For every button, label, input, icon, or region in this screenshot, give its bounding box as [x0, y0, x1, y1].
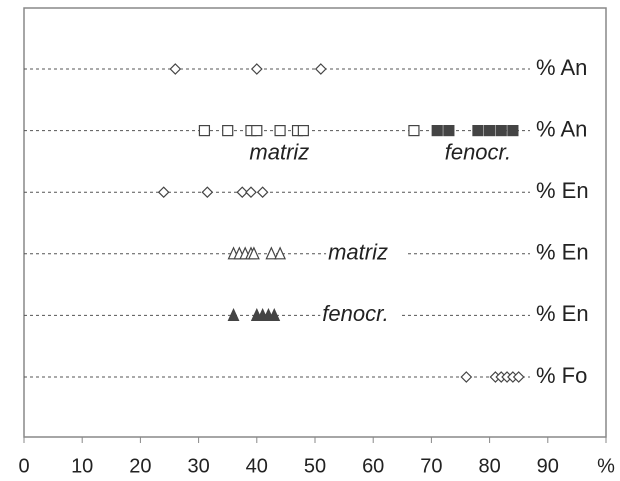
x-tick-label: 60: [362, 455, 384, 477]
diamond-marker: [245, 186, 257, 199]
triangle-marker: [265, 246, 278, 260]
row-label: % En: [536, 301, 589, 326]
x-tick-label: 40: [246, 455, 268, 477]
x-tick-label: 30: [187, 455, 209, 477]
annotation: fenocr.: [445, 139, 511, 164]
triangle-marker: [268, 307, 281, 321]
row-label: % An: [536, 55, 587, 80]
diamond-marker: [169, 63, 182, 75]
annotation-bg: [320, 303, 401, 328]
square-marker: [484, 124, 496, 137]
x-tick-label: 20: [129, 455, 151, 477]
square-marker: [408, 124, 420, 137]
row-label: % Fo: [536, 363, 587, 388]
x-tick-label: 70: [420, 455, 442, 477]
diamond-marker: [256, 186, 269, 199]
square-marker: [472, 124, 484, 137]
x-tick-label: %: [597, 455, 615, 477]
square-marker: [198, 124, 211, 137]
x-tick-label: 50: [304, 455, 326, 477]
diamond-marker: [512, 371, 525, 383]
x-tick-label: 90: [537, 455, 559, 477]
square-marker: [495, 124, 507, 137]
diamond-marker: [236, 186, 249, 199]
annotation: matriz: [249, 139, 309, 164]
square-marker: [507, 124, 519, 137]
square-marker: [297, 124, 309, 137]
diamond-marker: [157, 186, 170, 199]
triangle-marker: [274, 246, 287, 260]
x-tick-label: 10: [71, 455, 93, 477]
annotation-bg: [326, 241, 407, 266]
diamond-marker: [250, 63, 263, 75]
row-label: % En: [536, 178, 589, 203]
triangle-marker: [227, 307, 240, 321]
square-marker: [222, 124, 234, 137]
square-marker: [251, 124, 263, 137]
square-marker: [431, 124, 443, 137]
square-marker: [443, 124, 455, 137]
diamond-marker: [314, 63, 327, 75]
row-label: % En: [536, 240, 589, 265]
annotation: matriz: [328, 240, 388, 265]
x-tick-label: 80: [478, 455, 500, 477]
annotation: fenocr.: [322, 301, 388, 326]
triangle-marker: [247, 246, 260, 260]
square-marker: [274, 124, 286, 137]
row-label: % An: [536, 116, 587, 141]
x-tick-label: 0: [18, 455, 29, 477]
diamond-marker: [460, 371, 473, 383]
diamond-marker: [201, 186, 214, 199]
